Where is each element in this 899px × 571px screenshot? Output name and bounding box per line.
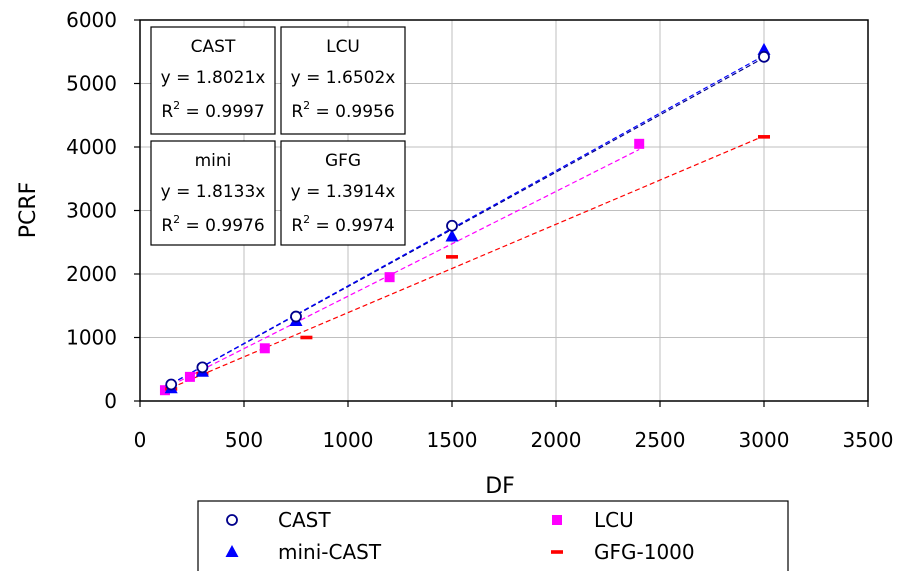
x-tick-label: 500 <box>225 428 263 452</box>
r-squared-value: = 0.9997 <box>180 102 265 122</box>
legend-marker-mini-cast <box>225 545 239 557</box>
y-tick-label: 0 <box>104 389 117 413</box>
data-point-cast <box>196 361 209 374</box>
x-axis-title: DF <box>485 474 515 499</box>
legend-marker-lcu <box>552 515 562 525</box>
equation-box-cast: CAST y = 1.8021x R2 = 0.9997 <box>150 26 276 135</box>
r-squared-superscript: 2 <box>303 99 310 112</box>
equation-box-frame <box>280 26 406 135</box>
equation-box-frame <box>280 140 406 246</box>
equation-text: y = 1.6502x <box>291 68 396 88</box>
data-point-gfg-1000 <box>446 255 458 259</box>
y-tick-label: 1000 <box>66 326 117 350</box>
data-point-cast <box>446 219 458 232</box>
y-tick-label: 3000 <box>66 199 117 223</box>
y-axis-title: PCRF <box>16 182 41 239</box>
r-squared-text: R2 = 0.9956 <box>291 99 394 122</box>
equation-box-title: CAST <box>191 37 236 57</box>
fit-line-lcu <box>164 148 640 389</box>
equation-box-title: LCU <box>326 37 360 57</box>
legend-frame <box>197 500 789 571</box>
equation-text: y = 1.3914x <box>291 182 396 202</box>
data-point-cast <box>758 50 770 63</box>
x-tick-label: 2000 <box>531 428 582 452</box>
data-point-lcu <box>259 343 270 354</box>
data-point-mini-cast <box>757 42 771 55</box>
fit-lines <box>164 55 765 389</box>
data-point-gfg-1000 <box>758 135 770 139</box>
y-tick-label: 6000 <box>66 8 117 32</box>
y-tick-label: 4000 <box>66 135 117 159</box>
x-tick-label: 1500 <box>427 428 478 452</box>
equation-box-mini: mini y = 1.8133x R2 = 0.9976 <box>150 140 276 246</box>
r-squared-value: = 0.9956 <box>310 102 395 122</box>
tick-labels: 0 500 1000 1500 2000 2500 3000 3500 0 1000 2000 300… <box>66 8 893 452</box>
x-tick-label: 0 <box>134 428 147 452</box>
equation-text: y = 1.8021x <box>161 68 266 88</box>
equation-box-title: mini <box>195 151 232 171</box>
r-squared-superscript: 2 <box>303 213 310 226</box>
fit-line-mini-cast <box>170 55 765 385</box>
legend-marker-cast <box>226 514 238 526</box>
data-point-gfg-1000 <box>300 335 313 340</box>
r-squared-text: R2 = 0.9976 <box>161 213 264 236</box>
data-point-lcu <box>184 371 195 382</box>
r-squared-text: R2 = 0.9974 <box>291 213 394 236</box>
equation-box-gfg: GFG y = 1.3914x R2 = 0.9974 <box>280 140 406 246</box>
legend-item-mini-cast: mini-CAST <box>225 540 382 564</box>
legend-item-lcu: LCU <box>552 508 634 532</box>
equation-box-frame <box>150 140 276 246</box>
legend: CAST LCU mini-CAST GFG-1000 <box>197 500 789 571</box>
equation-text: y = 1.8133x <box>161 182 266 202</box>
legend-label: GFG-1000 <box>594 540 695 564</box>
equation-box-lcu: LCU y = 1.6502x R2 = 0.9956 <box>280 26 406 135</box>
legend-label: mini-CAST <box>278 540 382 564</box>
legend-item-gfg-1000: GFG-1000 <box>551 540 695 564</box>
data-point-cast <box>165 378 178 391</box>
r-squared-symbol: R <box>161 102 173 122</box>
data-point-lcu <box>159 385 170 396</box>
r-squared-text: R2 = 0.9997 <box>161 99 264 122</box>
r-squared-symbol: R <box>291 216 303 236</box>
legend-marker-gfg-1000 <box>551 550 563 554</box>
y-tick-label: 5000 <box>66 72 117 96</box>
data-point-cast <box>290 310 302 323</box>
x-tick-label: 2500 <box>635 428 686 452</box>
equation-box-frame <box>150 26 276 135</box>
r-squared-superscript: 2 <box>173 213 180 226</box>
x-tick-label: 1000 <box>323 428 374 452</box>
r-squared-value: = 0.9974 <box>310 216 395 236</box>
data-points <box>159 42 771 396</box>
legend-label: CAST <box>278 508 331 532</box>
equation-box-title: GFG <box>325 151 361 171</box>
r-squared-symbol: R <box>161 216 173 236</box>
data-point-lcu <box>384 272 395 283</box>
x-tick-label: 3500 <box>843 428 894 452</box>
legend-label: LCU <box>594 508 634 532</box>
fit-line-gfg-1000 <box>170 135 765 389</box>
data-point-lcu <box>634 138 645 149</box>
legend-item-cast: CAST <box>226 508 331 532</box>
r-squared-symbol: R <box>291 102 303 122</box>
r-squared-value: = 0.9976 <box>180 216 265 236</box>
data-point-mini-cast <box>445 229 459 242</box>
y-tick-label: 2000 <box>66 262 117 286</box>
x-tick-label: 3000 <box>739 428 790 452</box>
r-squared-superscript: 2 <box>173 99 180 112</box>
